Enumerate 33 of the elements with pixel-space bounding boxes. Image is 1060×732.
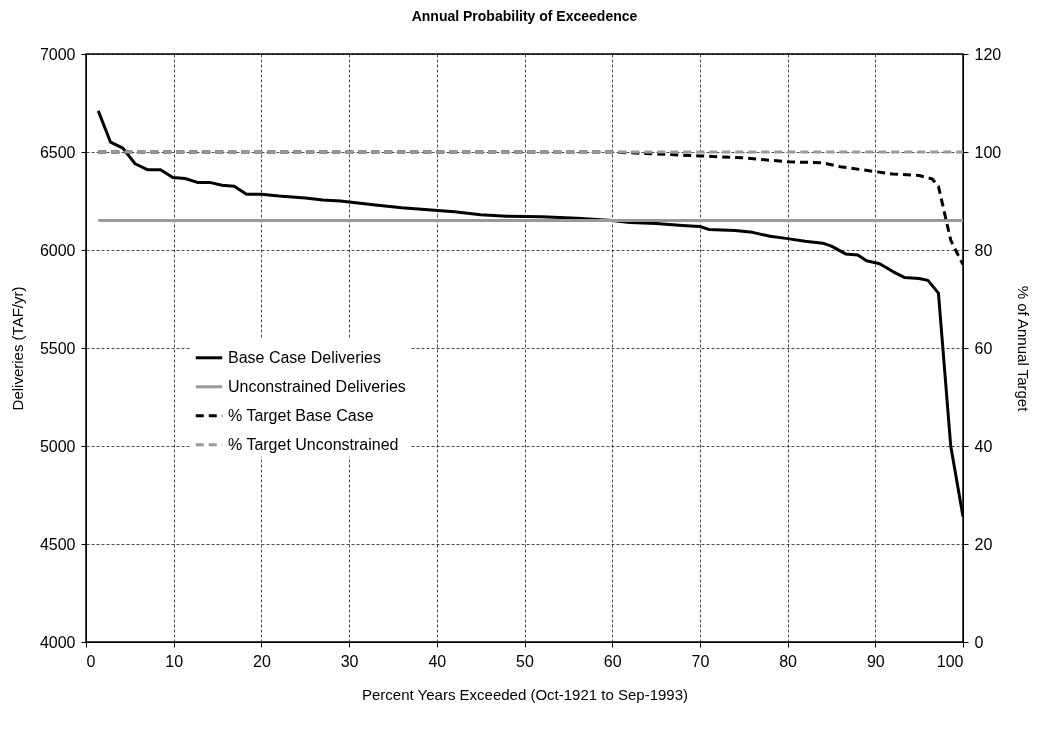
y2-tick-label: 80 bbox=[974, 241, 993, 259]
x-tick-label: 100 bbox=[936, 652, 964, 670]
x-tick-label: 0 bbox=[86, 652, 96, 670]
y-tick-label: 5000 bbox=[39, 437, 76, 455]
x-tick-label: 20 bbox=[253, 652, 271, 670]
y2-tick-label: 20 bbox=[974, 535, 993, 553]
x-tick-label: 30 bbox=[340, 652, 359, 670]
x-tick-label: 40 bbox=[428, 652, 447, 670]
y-tick-label: 4500 bbox=[39, 535, 76, 553]
legend-label: Base Case Deliveries bbox=[228, 348, 381, 366]
x-tick-label: 50 bbox=[516, 652, 534, 670]
y2-tick-label: 60 bbox=[974, 339, 993, 357]
x-tick-label: 70 bbox=[691, 652, 710, 670]
y-tick-label: 6500 bbox=[39, 143, 76, 161]
y-tick-label: 4000 bbox=[39, 633, 76, 651]
y2-tick-label: 100 bbox=[974, 143, 1002, 161]
legend-label: Unconstrained Deliveries bbox=[228, 377, 406, 395]
legend-label: % Target Base Case bbox=[228, 406, 374, 424]
x-tick-label: 80 bbox=[779, 652, 798, 670]
legend-label: % Target Unconstrained bbox=[228, 435, 399, 453]
x-tick-label: 10 bbox=[165, 652, 184, 670]
chart-title: Annual Probability of Exceedence bbox=[411, 8, 638, 24]
y-axis-title: Deliveries (TAF/yr) bbox=[8, 286, 26, 411]
y-tick-label: 5500 bbox=[39, 339, 76, 357]
x-tick-label: 90 bbox=[866, 652, 885, 670]
y-tick-label: 6000 bbox=[39, 241, 76, 259]
y2-tick-label: 40 bbox=[974, 437, 993, 455]
y2-tick-label: 0 bbox=[974, 633, 984, 651]
x-tick-label: 60 bbox=[603, 652, 622, 670]
x-axis-title: Percent Years Exceeded (Oct-1921 to Sep-1993) bbox=[361, 685, 689, 703]
y-tick-label: 7000 bbox=[39, 45, 76, 63]
y2-tick-label: 120 bbox=[974, 45, 1002, 63]
y2-axis-title: % of Annual Target bbox=[1015, 285, 1033, 413]
